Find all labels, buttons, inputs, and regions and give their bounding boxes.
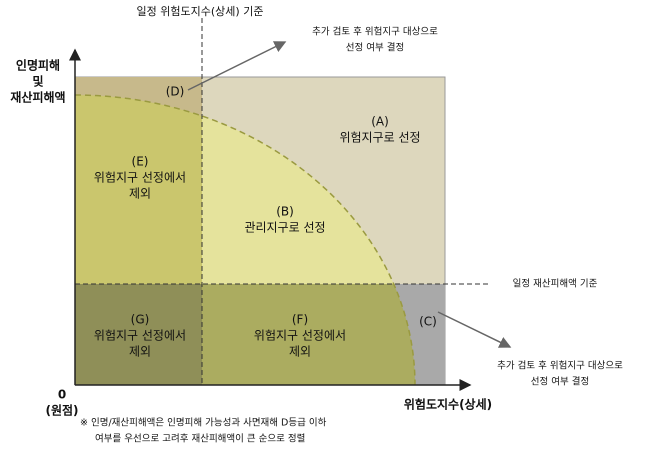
region-text: 위험지구 선정에서 — [254, 329, 346, 343]
threshold-label: 일정 위험도지수(상세) 기준 — [137, 4, 264, 18]
y-axis-label: 인명피해 — [16, 58, 60, 73]
region-letter: (B) — [276, 205, 294, 219]
region-letter: (C) — [419, 315, 437, 329]
callout-text: 추가 검토 후 위험지구 대상으로 — [312, 26, 438, 38]
callout-text: 추가 검토 후 위험지구 대상으로 — [497, 360, 623, 372]
origin-label: (원점) — [45, 403, 78, 418]
threshold-label: 일정 재산피해액 기준 — [513, 278, 598, 290]
callout-arrow — [187, 41, 287, 91]
y-axis-label: 재산피해액 — [10, 90, 65, 105]
region-text: 제외 — [289, 345, 311, 359]
region-letter: (A) — [371, 115, 389, 129]
region-text: 위험지구 선정에서 — [94, 329, 186, 343]
region-text: 위험지구로 선정 — [339, 131, 420, 145]
y-axis-label: 및 — [32, 74, 43, 89]
footnote: 여부를 우선으로 고려후 재산피해액이 큰 순으로 정렬 — [95, 433, 305, 445]
footnote: ※ 인명/재산피해액은 인명피해 가능성과 사면재해 D등급 이하 — [80, 417, 327, 429]
region-letter: (D) — [166, 85, 185, 99]
region-text: 제외 — [129, 187, 151, 201]
callout-text: 선정 여부 결정 — [531, 376, 589, 388]
region-text: 관리지구로 선정 — [244, 221, 325, 235]
region-text: 위험지구 선정에서 — [94, 171, 186, 185]
region-letter: (E) — [132, 155, 149, 169]
boundary-arc — [74, 94, 416, 386]
callout-arrow — [437, 311, 512, 348]
region-letter: (G) — [131, 313, 150, 327]
regions — [74, 76, 446, 386]
region-letter: (F) — [292, 313, 308, 327]
callout-text: 선정 여부 결정 — [346, 42, 404, 54]
x-axis-label: 위험도지수(상세) — [404, 397, 492, 412]
origin-label: 0 — [58, 388, 66, 402]
region-text: 제외 — [129, 345, 151, 359]
